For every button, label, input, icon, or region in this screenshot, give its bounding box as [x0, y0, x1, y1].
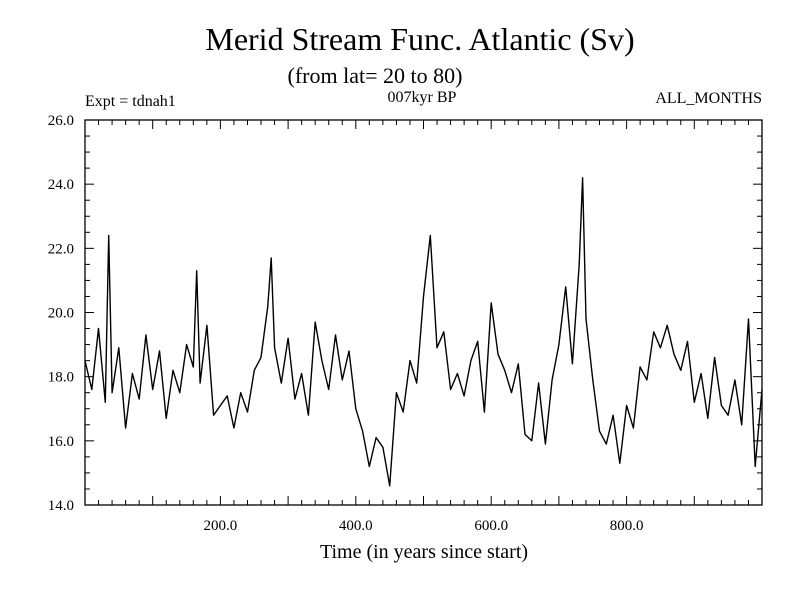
months-label: ALL_MONTHS	[655, 90, 762, 107]
series-line	[84, 177, 763, 487]
axis-ticks	[85, 119, 762, 506]
y-tick-label: 26.0	[48, 113, 74, 129]
x-tick-label: 200.0	[204, 518, 238, 534]
x-tick-label: 600.0	[474, 518, 508, 534]
x-axis-label: Time (in years since start)	[320, 541, 528, 563]
y-tick-label: 14.0	[48, 498, 74, 514]
x-tick-label: 800.0	[610, 518, 644, 534]
y-tick-label: 20.0	[48, 306, 74, 322]
x-tick-label: 400.0	[339, 518, 373, 534]
period-label: 007kyr BP	[388, 89, 457, 106]
plot-frame	[84, 119, 763, 506]
y-tick-label: 24.0	[48, 177, 74, 193]
chart-title: Merid Stream Func. Atlantic (Sv)	[205, 21, 634, 57]
y-tick-label: 22.0	[48, 241, 74, 257]
axis-tick-labels: 14.0 16.0 18.0 20.0 22.0 24.0 26.0 200.0 400.0 60…	[48, 113, 644, 534]
y-tick-label: 16.0	[48, 434, 74, 450]
experiment-label: Expt = tdnah1	[85, 93, 176, 110]
y-tick-label: 18.0	[48, 370, 74, 386]
chart-subtitle: (from lat= 20 to 80)	[288, 63, 463, 88]
